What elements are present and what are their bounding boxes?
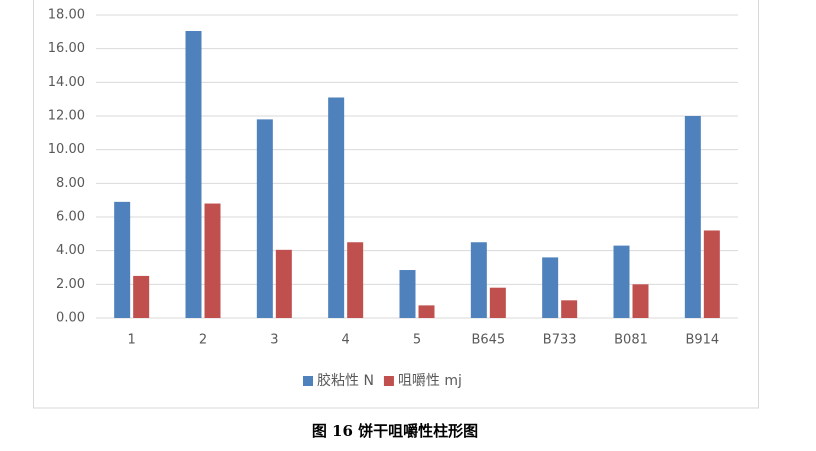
chart-title: 图 16 饼干咀嚼性柱形图 — [312, 422, 478, 440]
bar — [328, 97, 345, 318]
y-tick-label: 4.00 — [56, 243, 85, 258]
bar — [114, 201, 131, 318]
bar — [347, 242, 364, 318]
bar — [133, 275, 150, 318]
chart-border — [33, 0, 759, 409]
bar — [256, 119, 273, 318]
x-tick-label: 4 — [342, 333, 350, 348]
bar — [418, 305, 435, 318]
x-tick-label: 3 — [270, 333, 278, 348]
x-tick-label: 5 — [413, 333, 421, 348]
legend-swatch — [383, 376, 394, 386]
bar — [489, 287, 506, 318]
y-tick-label: 14.00 — [48, 75, 85, 90]
bar — [275, 249, 292, 318]
x-tick-label: B645 — [471, 333, 505, 348]
bar — [613, 245, 630, 318]
y-tick-label: 10.00 — [48, 142, 85, 157]
x-tick-label: B081 — [614, 333, 648, 348]
x-tick-label: 2 — [199, 333, 207, 348]
bar — [703, 230, 720, 318]
bar — [632, 284, 649, 318]
y-tick-label: 18.00 — [48, 8, 85, 23]
y-tick-label: 12.00 — [48, 109, 85, 124]
bar — [684, 116, 701, 318]
y-tick-label: 8.00 — [56, 176, 85, 191]
y-tick-label: 16.00 — [48, 41, 85, 56]
y-tick-label: 0.00 — [56, 311, 85, 326]
legend-label: 胶粘性 N — [317, 372, 374, 389]
bar — [542, 257, 559, 318]
bar — [204, 203, 221, 318]
y-tick-label: 2.00 — [56, 277, 85, 292]
y-tick-label: 6.00 — [56, 210, 85, 225]
x-tick-label: B733 — [543, 333, 577, 348]
bar — [185, 30, 202, 318]
x-tick-label: 1 — [128, 333, 136, 348]
bar — [470, 242, 487, 318]
bar — [399, 270, 416, 318]
legend-label: 咀嚼性 mj — [398, 373, 462, 389]
x-tick-label: B914 — [685, 333, 719, 348]
bar — [561, 300, 578, 318]
legend-swatch — [303, 376, 313, 386]
